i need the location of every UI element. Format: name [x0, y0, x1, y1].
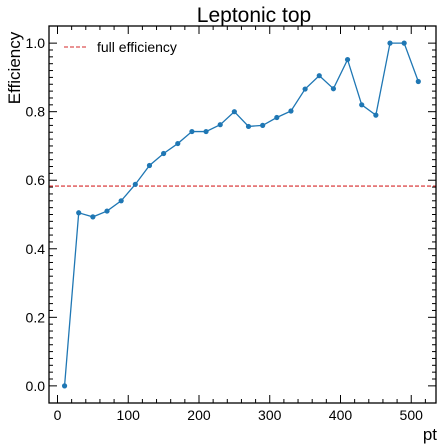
data-point — [316, 73, 322, 79]
x-axis-label: pt — [423, 425, 437, 444]
data-point — [330, 86, 337, 92]
data-point — [217, 122, 223, 128]
data-point — [203, 128, 209, 135]
data-point — [302, 86, 308, 92]
data-point — [373, 112, 379, 118]
data-point — [245, 123, 252, 130]
plot-frame — [48, 25, 437, 404]
data-point — [104, 208, 110, 214]
series-layer — [61, 40, 421, 389]
data-point — [61, 383, 68, 389]
y-axis-label: Efficiency — [5, 31, 24, 104]
data-point — [260, 122, 266, 128]
series-line — [63, 42, 419, 386]
data-point — [118, 198, 124, 204]
ticks-layer: 0 100 200 300 400 500 0.0 0.2 0.4 0.6 0.8 1.0 — [26, 26, 436, 423]
data-point — [161, 150, 167, 157]
data-point — [132, 181, 138, 187]
y-tick-label: 1.0 — [26, 35, 46, 51]
data-point — [274, 114, 280, 121]
data-point — [401, 40, 407, 46]
data-point — [359, 102, 365, 108]
data-point — [175, 140, 181, 147]
data-point — [189, 128, 195, 135]
x-tick-label: 400 — [329, 407, 353, 423]
legend: full efficiency — [64, 39, 177, 55]
x-tick-label: 0 — [54, 407, 62, 423]
data-point — [231, 109, 237, 115]
legend-label: full efficiency — [97, 39, 177, 55]
x-tick-label: 200 — [187, 407, 211, 423]
y-tick-label: 0.2 — [26, 309, 46, 325]
y-tick-label: 0.0 — [26, 378, 46, 394]
chart-title: Leptonic top — [197, 4, 311, 27]
data-point — [344, 56, 351, 63]
y-tick-label: 0.4 — [26, 241, 46, 257]
y-tick-label: 0.6 — [26, 172, 46, 188]
data-point — [288, 108, 294, 114]
y-tick-label: 0.8 — [26, 104, 46, 120]
x-tick-label: 100 — [117, 407, 141, 423]
data-point — [387, 40, 393, 46]
data-point — [90, 214, 96, 220]
data-point — [146, 162, 153, 169]
data-point — [76, 210, 82, 216]
data-point — [415, 78, 421, 85]
x-tick-label: 500 — [400, 407, 424, 423]
x-tick-label: 300 — [258, 407, 282, 423]
